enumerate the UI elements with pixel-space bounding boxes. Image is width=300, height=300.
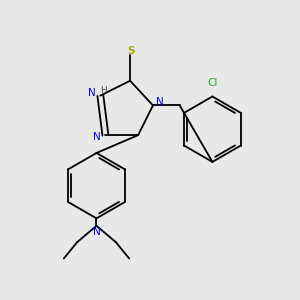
Text: S: S [127,46,134,56]
Text: H: H [100,86,106,95]
Text: N: N [156,98,164,107]
Text: N: N [93,132,101,142]
Text: N: N [93,227,101,237]
Text: Cl: Cl [207,79,218,88]
Text: N: N [88,88,96,98]
